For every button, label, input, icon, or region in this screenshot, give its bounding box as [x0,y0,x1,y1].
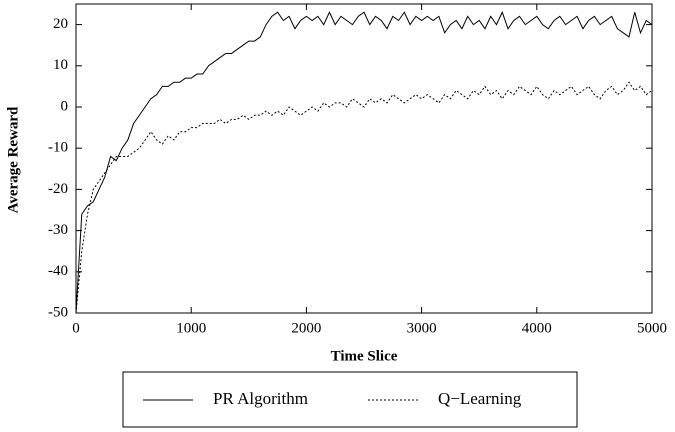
y-tick-label: -10 [48,140,68,156]
legend-box [122,371,578,428]
y-tick-label: -40 [48,263,68,279]
y-tick-label: -50 [48,304,68,320]
series-line [75,10,653,314]
x-tick-label: 0 [72,320,80,336]
x-tick-label: 3000 [407,320,437,336]
x-tick-label: 1000 [176,320,206,336]
x-axis-label: Time Slice [331,348,398,364]
series-line [75,81,653,314]
y-tick-label: 10 [53,57,68,73]
y-tick-label: -20 [48,181,68,197]
x-tick-label: 5000 [637,320,667,336]
legend-label: PR Algorithm [213,389,308,408]
plot-frame [75,3,653,314]
y-tick-label: -30 [48,222,68,238]
legend-label: Q−Learning [438,389,522,408]
y-tick-label: 0 [61,98,69,114]
x-tick-label: 4000 [522,320,552,336]
y-axis-label: Average Reward [5,106,21,213]
y-tick-label: 20 [53,16,68,32]
x-tick-label: 2000 [291,320,321,336]
